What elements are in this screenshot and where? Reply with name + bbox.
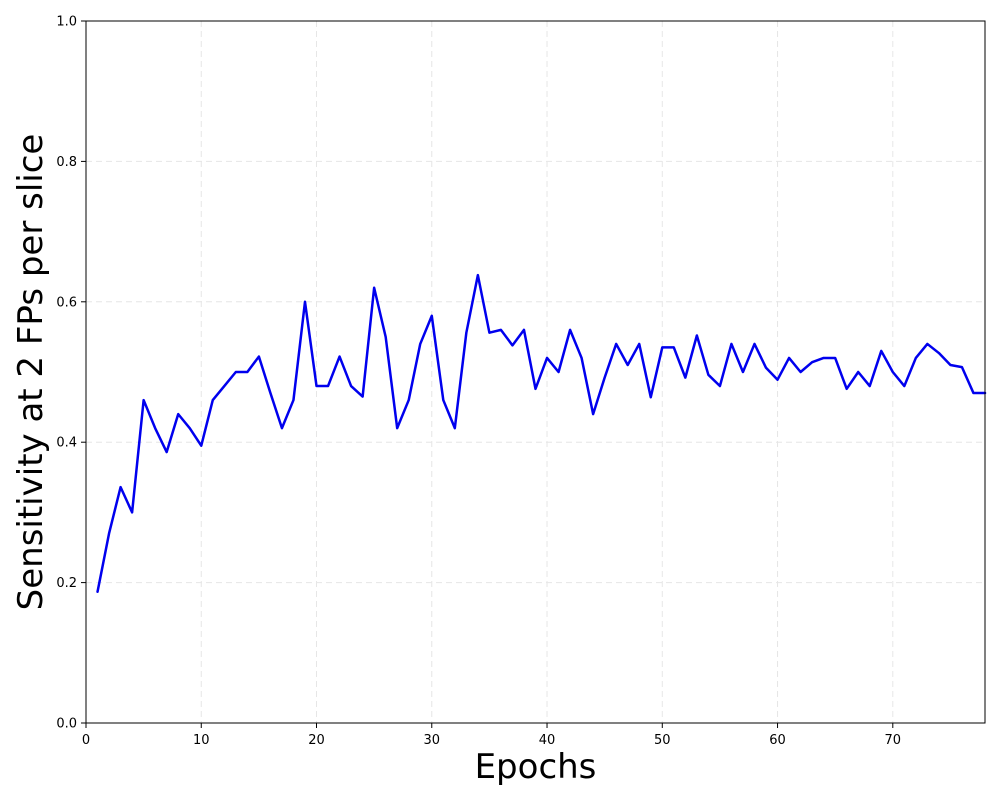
x-tick-label: 50 (654, 733, 671, 748)
series-lines (96, 273, 987, 593)
y-tick-label: 0.0 (56, 717, 77, 732)
x-tick-label: 10 (193, 733, 210, 748)
grid-lines (86, 21, 985, 723)
x-tick-label: 30 (423, 733, 440, 748)
plot-frame (85, 20, 986, 724)
x-tick-label: 60 (769, 733, 786, 748)
y-axis-label: Sensitivity at 2 FPs per slice (11, 134, 51, 611)
series-line (96, 273, 987, 593)
y-tick-label: 1.0 (56, 15, 77, 30)
y-tick-label: 0.4 (56, 436, 77, 451)
x-tick-label: 70 (885, 733, 902, 748)
y-tick-label: 0.6 (56, 295, 77, 310)
y-tick-label: 0.8 (56, 155, 77, 170)
y-tick-label: 0.2 (56, 576, 77, 591)
axis-ticks: 0 10 20 30 40 50 60 70 0.0 0.2 0.4 0.6 0.8 1.0 (56, 15, 901, 749)
x-tick-label: 20 (308, 733, 325, 748)
x-tick-label: 0 (82, 733, 90, 748)
x-axis-label: Epochs (475, 747, 597, 787)
x-tick-label: 40 (539, 733, 556, 748)
